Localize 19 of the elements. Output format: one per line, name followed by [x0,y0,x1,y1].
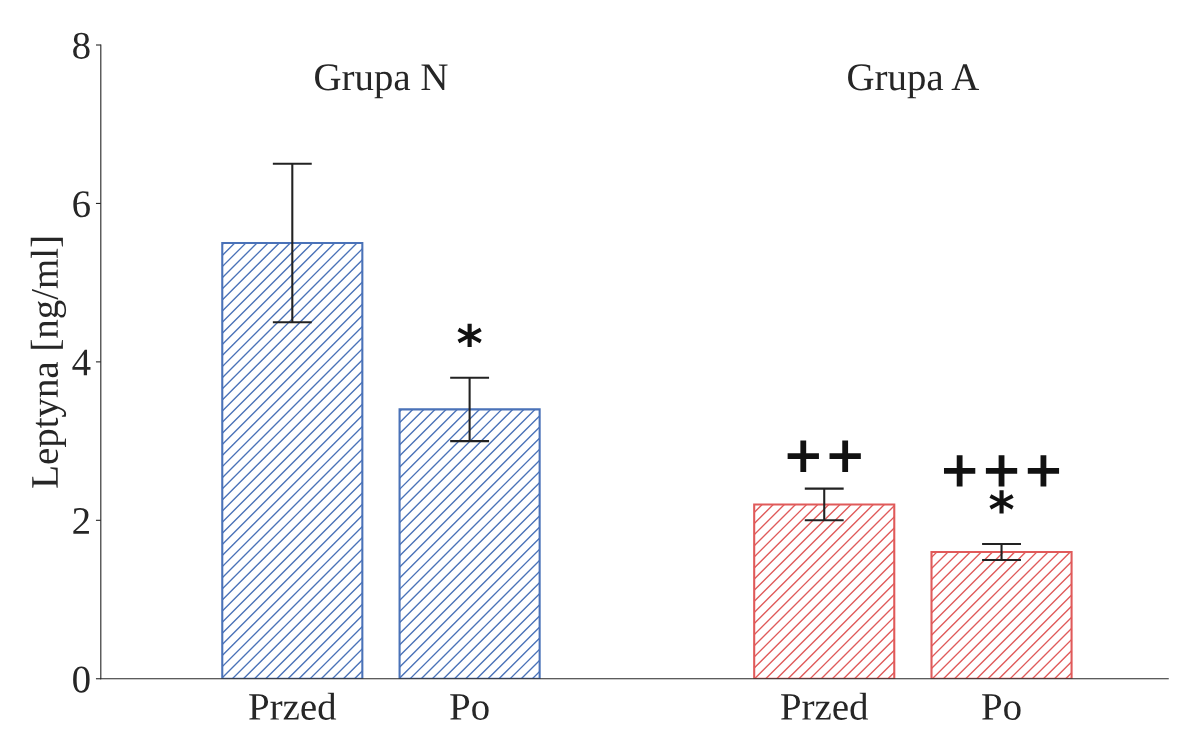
y-tick-label: 8 [73,32,90,59]
x-tick-label: Po [450,694,489,721]
y-tick-label: 0 [73,666,90,693]
bar [398,408,541,679]
bar [753,503,896,679]
data-label: +++ * [943,455,1060,514]
annotation: Grupa N [315,64,448,99]
data-label: ++ [787,440,861,472]
data-label: * [457,323,482,348]
x-tick-label: Po [982,694,1021,721]
y-tick-label: 4 [72,349,91,376]
y-axis-title: Leptyna [ng/ml] [30,237,67,488]
bar [930,550,1073,679]
x-tick-label: Przed [249,692,337,721]
bar [221,242,364,679]
y-tick-label: 6 [73,191,90,218]
x-tick-label: Przed [781,692,869,721]
annotation: Grupa A [848,64,980,99]
y-tick-label: 2 [73,508,89,534]
